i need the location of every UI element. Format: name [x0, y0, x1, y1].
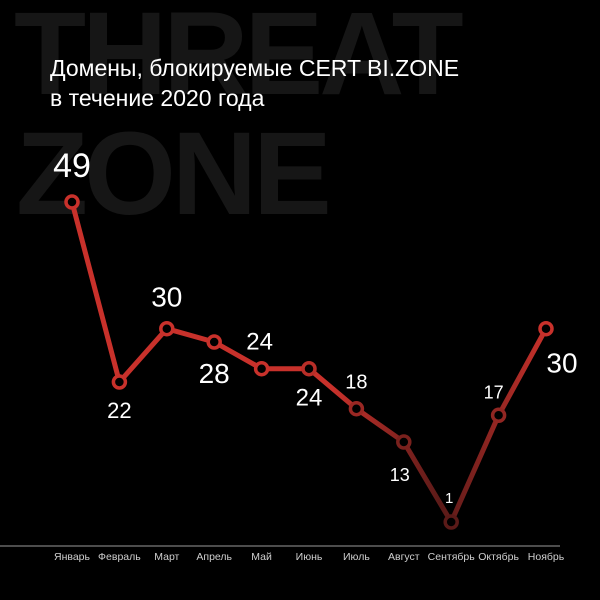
x-tick-label: Февраль	[98, 551, 141, 563]
data-point	[206, 334, 222, 350]
data-label: 28	[199, 358, 230, 389]
data-label: 30	[151, 282, 182, 313]
data-label: 22	[107, 398, 131, 423]
chart-title-line-2: в течение 2020 года	[50, 85, 265, 111]
data-point	[159, 320, 175, 337]
data-label: 18	[345, 372, 367, 394]
data-label: 24	[246, 329, 273, 356]
data-point	[64, 194, 80, 210]
watermark-line-2: ZONE	[16, 108, 328, 240]
chart-title: Домены, блокируемые CERT BI.ZONE в течен…	[50, 55, 459, 111]
data-point	[490, 407, 507, 424]
data-point	[538, 320, 554, 337]
data-point	[348, 400, 365, 417]
data-point	[253, 360, 270, 377]
x-tick-label: Ноябрь	[528, 551, 565, 563]
x-tick-label: Октябрь	[478, 551, 519, 563]
x-tick-label: Июнь	[296, 551, 323, 563]
data-point	[301, 360, 317, 377]
chart-title-line-1: Домены, блокируемые CERT BI.ZONE	[50, 55, 459, 81]
data-label: 49	[53, 147, 91, 185]
x-tick-label: Апрель	[196, 551, 232, 563]
x-tick-label: Январь	[54, 551, 91, 563]
watermark-line-1: THREAT	[14, 0, 463, 120]
x-tick-label: Июль	[343, 551, 370, 563]
data-label: 1	[445, 490, 453, 507]
data-point	[443, 514, 459, 530]
x-axis-ticks: Январь Февраль Март Апрель Май Июнь Июль Август…	[54, 551, 565, 563]
data-points	[64, 194, 554, 530]
x-tick-label: Сентябрь	[428, 551, 476, 563]
background-watermark: THREAT ZONE	[14, 0, 467, 240]
x-tick-label: Март	[154, 551, 179, 563]
data-labels: 49 22 30 28 24 24 18 13 1 17 30	[53, 147, 577, 507]
data-label: 30	[546, 348, 577, 379]
x-tick-label: Май	[251, 551, 272, 563]
data-label: 13	[390, 465, 410, 485]
data-label: 24	[296, 385, 323, 412]
x-tick-label: Август	[388, 551, 420, 563]
data-point	[111, 374, 128, 390]
data-label: 17	[484, 382, 504, 402]
data-point	[396, 434, 412, 450]
